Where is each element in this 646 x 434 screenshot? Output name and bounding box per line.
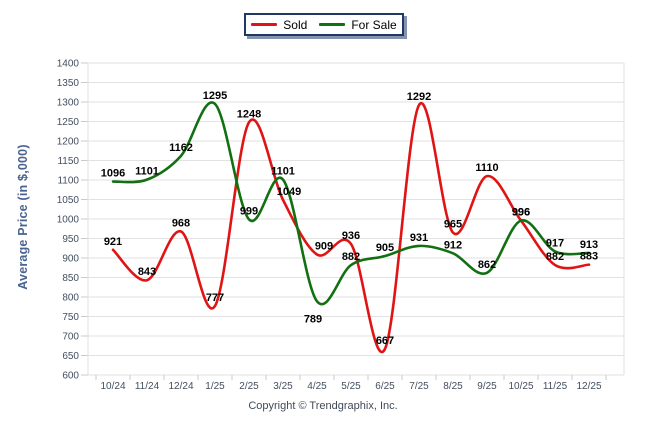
y-axis-title: Average Price (in $,000): [16, 144, 30, 290]
x-tick-label: 7/25: [409, 381, 429, 392]
legend-label-sold: Sold: [283, 17, 308, 32]
sold-point-label: 909: [315, 240, 333, 252]
y-tick-label: 950: [62, 234, 79, 245]
for-sale-line-swatch: [319, 23, 346, 26]
y-tick-label: 1000: [57, 215, 80, 226]
y-tick-label: 1100: [57, 176, 79, 187]
sold-point-label: 1110: [475, 162, 498, 174]
legend-item-for-sale: For Sale: [319, 17, 397, 32]
for-sale-point-label: 1162: [169, 142, 193, 154]
chart-legend: Sold For Sale: [244, 13, 404, 36]
x-tick-label: 12/24: [168, 381, 193, 392]
y-tick-label: 1250: [57, 117, 80, 128]
sold-point-label: 1248: [237, 108, 261, 120]
for-sale-point-label: 913: [580, 239, 598, 251]
legend-label-for-sale: For Sale: [351, 17, 397, 32]
y-tick-label: 700: [62, 332, 79, 343]
sold-point-label: 1049: [277, 186, 301, 198]
sold-point-label: 843: [138, 266, 156, 278]
x-tick-label: 5/25: [341, 381, 361, 392]
sold-point-label: 936: [342, 230, 360, 242]
x-tick-label: 10/24: [100, 381, 125, 392]
y-tick-label: 850: [62, 273, 79, 284]
x-tick-label: 3/25: [273, 381, 293, 392]
for-sale-point-label: 882: [342, 251, 360, 263]
x-tick-label: 12/25: [576, 381, 601, 392]
for-sale-point-label: 1096: [101, 168, 125, 180]
y-tick-label: 750: [62, 312, 79, 323]
y-tick-label: 650: [62, 351, 79, 362]
for-sale-point-label: 1101: [135, 166, 159, 178]
for-sale-point-label: 996: [512, 207, 530, 219]
for-sale-point-label: 905: [376, 242, 394, 254]
y-tick-label: 1150: [57, 156, 79, 167]
sold-point-label: 883: [580, 251, 598, 263]
legend-item-sold: Sold: [251, 19, 307, 31]
sold-point-label: 965: [444, 219, 462, 231]
for-sale-point-label: 1295: [203, 90, 227, 102]
sold-point-label: 968: [172, 217, 190, 229]
x-tick-label: 11/25: [543, 381, 568, 392]
sold-point-label: 996: [512, 207, 530, 219]
y-tick-label: 1350: [57, 78, 80, 89]
for-sale-point-label: 999: [240, 205, 258, 217]
y-tick-label: 1200: [57, 137, 80, 148]
x-tick-label: 9/25: [477, 381, 497, 392]
y-tick-label: 1300: [57, 98, 80, 109]
x-tick-label: 6/25: [375, 381, 395, 392]
x-tick-label: 2/25: [239, 381, 259, 392]
y-tick-label: 1050: [57, 195, 80, 206]
for-sale-point-label: 1101: [271, 166, 295, 178]
copyright-text: Copyright © Trendgraphix, Inc.: [248, 400, 398, 412]
for-sale-point-label: 862: [478, 259, 496, 271]
for-sale-point-label: 912: [444, 239, 462, 251]
y-tick-label: 800: [62, 293, 79, 304]
for-sale-point-label: 931: [410, 232, 428, 244]
for-sale-point-label: 917: [546, 237, 564, 249]
y-tick-label: 600: [62, 371, 79, 382]
for-sale-line: [111, 101, 591, 306]
sold-point-label: 882: [546, 251, 564, 263]
sold-point-label: 777: [206, 292, 224, 304]
for-sale-point-label: 789: [304, 313, 322, 325]
sold-line-swatch: [251, 23, 278, 26]
sold-line: [111, 101, 591, 354]
sold-point-label: 1292: [407, 91, 431, 103]
x-tick-label: 1/25: [205, 381, 225, 392]
x-tick-label: 11/24: [135, 381, 160, 392]
sold-point-label: 667: [376, 335, 394, 347]
x-tick-label: 10/25: [508, 381, 533, 392]
x-tick-label: 4/25: [307, 381, 327, 392]
sold-point-label: 921: [104, 236, 122, 248]
y-tick-label: 900: [62, 254, 79, 265]
x-tick-label: 8/25: [443, 381, 463, 392]
y-tick-label: 1400: [57, 59, 80, 70]
